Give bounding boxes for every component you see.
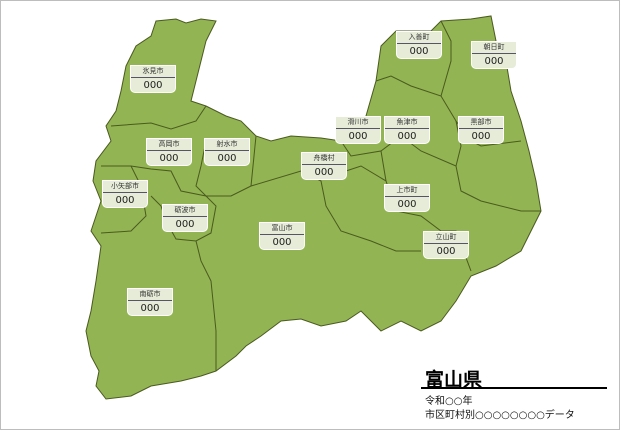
municipality-name: 氷見市: [131, 66, 175, 78]
municipality-value: 000: [175, 219, 195, 230]
border: [340, 140, 387, 182]
municipality-label: 黒部市 000: [458, 116, 504, 144]
municipality-value: 000: [397, 199, 417, 210]
municipality-name: 射水市: [205, 139, 249, 151]
municipality-label: 魚津市 000: [384, 116, 430, 144]
municipality-label: 朝日町 000: [471, 41, 517, 69]
municipality-value: 000: [143, 80, 163, 91]
municipality-value: 000: [348, 131, 368, 142]
municipality-value: 000: [272, 237, 292, 248]
municipality-value: 000: [397, 131, 417, 142]
border: [101, 165, 207, 197]
municipality-name: 高岡市: [147, 139, 191, 151]
municipality-label: 射水市 000: [204, 138, 250, 166]
border: [110, 105, 207, 130]
municipality-name: 南砺市: [128, 289, 172, 301]
municipality-name: 朝日町: [472, 42, 516, 54]
border: [440, 20, 452, 97]
municipality-name: 滑川市: [336, 117, 380, 129]
year-label: 令和○○年: [425, 396, 473, 407]
municipality-label: 立山町 000: [423, 231, 469, 259]
municipality-name: 舟橋村: [302, 153, 346, 165]
municipality-name: 富山市: [260, 223, 304, 235]
municipality-label: 氷見市 000: [130, 65, 176, 93]
border: [375, 75, 522, 147]
municipality-value: 000: [471, 131, 491, 142]
municipality-label: 入善町 000: [396, 31, 442, 59]
municipality-name: 黒部市: [459, 117, 503, 129]
municipality-value: 000: [159, 153, 179, 164]
title-divider: [421, 387, 607, 389]
municipality-value: 000: [314, 167, 334, 178]
border: [150, 195, 217, 242]
municipality-value: 000: [115, 195, 135, 206]
municipality-name: 立山町: [424, 232, 468, 244]
border: [195, 240, 217, 371]
municipality-name: 魚津市: [385, 117, 429, 129]
border: [100, 165, 147, 234]
municipality-label: 南砺市 000: [127, 288, 173, 316]
municipality-value: 000: [484, 56, 504, 67]
municipality-label: 舟橋村 000: [301, 152, 347, 180]
municipality-label: 高岡市 000: [146, 138, 192, 166]
municipality-value: 000: [409, 46, 429, 57]
municipality-value: 000: [217, 153, 237, 164]
municipality-label: 小矢部市 000: [102, 180, 148, 208]
municipality-value: 000: [436, 246, 456, 257]
municipality-name: 上市町: [385, 185, 429, 197]
municipality-label: 富山市 000: [259, 222, 305, 250]
municipality-value: 000: [140, 303, 160, 314]
prefecture-outline: [85, 15, 542, 400]
data-subtitle: 市区町村別○○○○○○○○データ: [425, 410, 575, 421]
municipality-label: 上市町 000: [384, 184, 430, 212]
municipality-label: 滑川市 000: [335, 116, 381, 144]
municipality-name: 砺波市: [163, 205, 207, 217]
municipality-name: 入善町: [397, 32, 441, 44]
municipality-name: 小矢部市: [103, 181, 147, 193]
municipality-label: 砺波市 000: [162, 204, 208, 232]
map-title: 富山県: [425, 369, 483, 391]
border: [455, 120, 462, 167]
